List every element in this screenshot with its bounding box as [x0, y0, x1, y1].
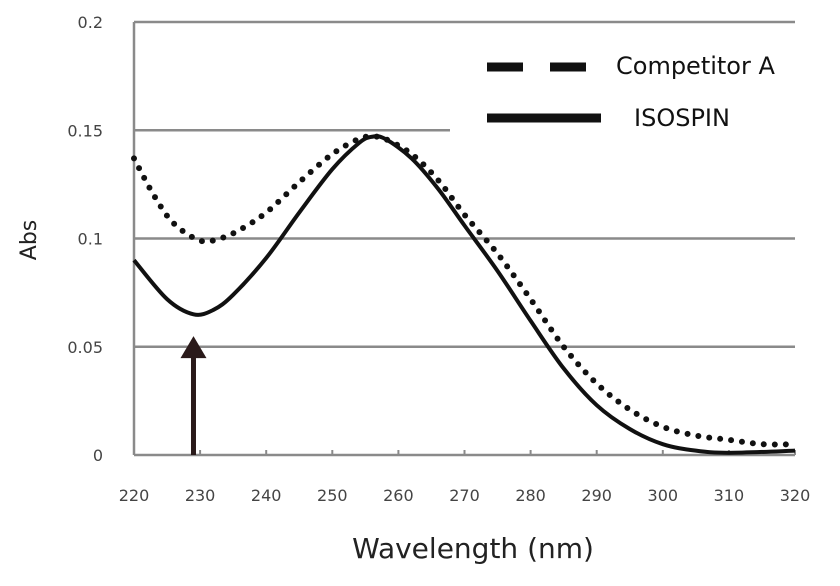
legend: Competitor A ISOSPIN: [487, 52, 775, 132]
y-tick-label: 0.05: [67, 338, 103, 357]
minimum-arrow: [180, 336, 207, 455]
y-tick-label: 0: [93, 446, 103, 465]
x-tick-label: 240: [251, 486, 282, 505]
x-tick-label: 220: [119, 486, 150, 505]
y-tick-labels: 0 0.05 0.1 0.15 0.2: [67, 13, 103, 465]
legend-label-competitor-a: Competitor A: [616, 52, 775, 80]
gridlines: [132, 20, 796, 457]
y-tick-label: 0.2: [78, 13, 103, 32]
y-tick-label: 0.15: [67, 121, 103, 140]
x-tick-label: 250: [317, 486, 348, 505]
x-tick-label: 290: [581, 486, 612, 505]
legend-label-isospin: ISOSPIN: [634, 104, 730, 132]
series-lines: [131, 133, 798, 455]
series-line-isospin: [132, 134, 796, 455]
arrow-head: [180, 336, 207, 359]
y-tick-label: 0.1: [78, 230, 103, 249]
x-tick-label: 230: [185, 486, 216, 505]
x-tick-label: 300: [648, 486, 679, 505]
x-tick-label: 320: [780, 486, 811, 505]
x-tick-label: 270: [449, 486, 480, 505]
x-tick-labels: 220 230 240 250 260 270 280 290 300 310 320: [119, 486, 811, 505]
x-tick-label: 260: [383, 486, 414, 505]
y-axis-label: Abs: [17, 220, 42, 260]
x-tick-label: 280: [515, 486, 546, 505]
x-tick-label: 310: [714, 486, 745, 505]
x-axis-label: Wavelength (nm): [352, 532, 594, 565]
series-line-competitor-a: [131, 133, 798, 448]
